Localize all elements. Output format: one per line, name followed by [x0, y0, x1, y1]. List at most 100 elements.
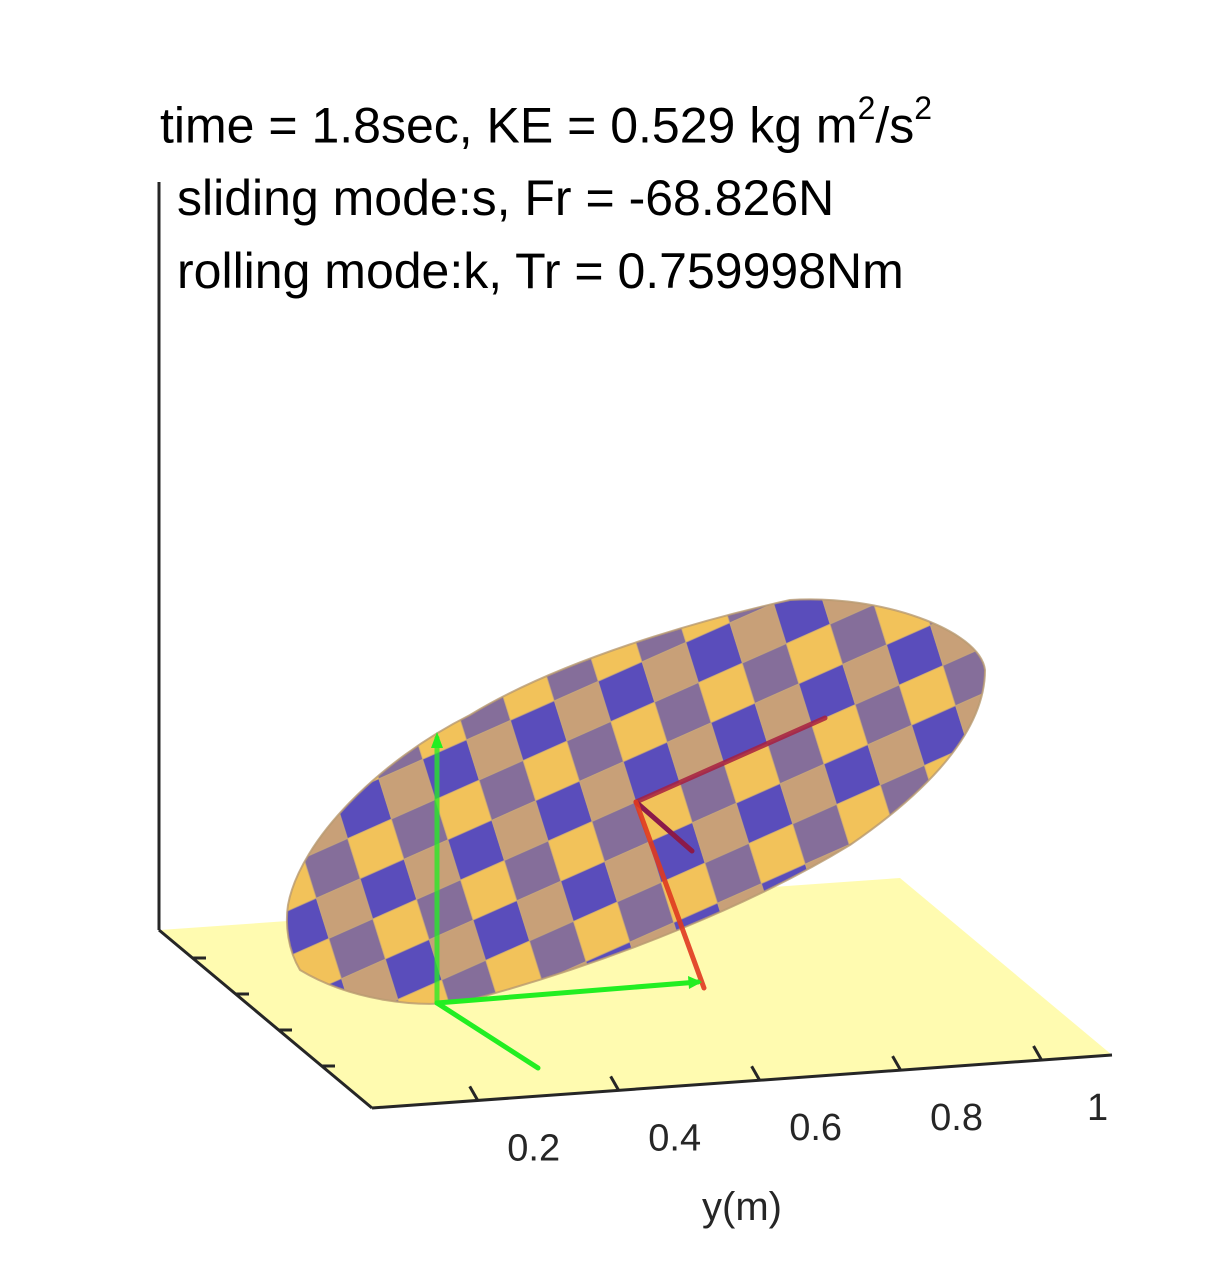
surface-patch — [1006, 527, 1062, 587]
surface-patch — [292, 1119, 348, 1179]
surface-patch — [279, 1079, 335, 1139]
title-line-1-unit: /s — [875, 97, 915, 154]
y-tick-mark — [609, 1075, 620, 1092]
surface-patch — [1112, 708, 1168, 768]
surface-patch — [178, 757, 234, 817]
surface-patch — [286, 717, 324, 779]
surface-patch — [849, 505, 905, 565]
surface-patch — [705, 523, 761, 583]
surface-patch — [1031, 607, 1087, 667]
surface-patch — [428, 599, 486, 661]
world-z-arrowhead — [431, 732, 443, 748]
surface-patch — [440, 639, 499, 701]
surface-patch — [968, 406, 1024, 466]
surface-patch — [1037, 467, 1093, 527]
surface-patch — [955, 366, 1011, 426]
surface-patch — [1150, 829, 1206, 889]
surface-patch — [1106, 848, 1162, 908]
surface-patch — [949, 506, 1005, 566]
surface-patch — [893, 485, 949, 545]
surface-patch — [1075, 588, 1131, 648]
surface-patch — [805, 524, 861, 584]
world-y-axis — [434, 979, 701, 1006]
surface-patch — [286, 677, 311, 739]
surface-patch — [160, 857, 216, 917]
surface-patch — [1087, 628, 1143, 688]
surface-patch — [604, 522, 660, 582]
surface-patch — [448, 1141, 504, 1201]
title-line-3: rolling mode:k, Tr = 0.759998Nm — [177, 243, 904, 299]
surface-patch — [472, 599, 530, 641]
surface-patch — [924, 426, 980, 486]
surface-patch — [993, 807, 1049, 867]
y-tick-label: 0.6 — [789, 1107, 842, 1149]
surface-patch — [286, 817, 305, 879]
surface-patch — [967, 725, 985, 787]
surface-patch — [1024, 427, 1080, 487]
surface-patch — [1138, 789, 1194, 849]
surface-patch — [353, 678, 411, 740]
surface-patch — [917, 599, 975, 627]
surface-patch — [392, 1120, 448, 1180]
surface-patch — [134, 776, 190, 836]
surface-patch — [191, 797, 247, 857]
surface-patch — [880, 445, 936, 505]
surface-patch — [999, 667, 1055, 727]
surface-patch — [348, 1140, 404, 1200]
surface-patch — [660, 599, 718, 603]
surface-patch — [210, 697, 266, 757]
surface-patch — [1081, 768, 1137, 828]
surface-patch — [1049, 507, 1105, 567]
surface-patch — [515, 599, 574, 622]
surface-patch — [1050, 828, 1106, 888]
world-y-arrowhead — [688, 976, 702, 989]
surface-patch — [210, 1018, 266, 1078]
surface-patch — [760, 599, 819, 605]
y-tick-mark — [750, 1065, 761, 1081]
surface-patch — [1012, 707, 1068, 767]
surface-patch — [559, 599, 618, 602]
x-axis-line — [158, 928, 373, 1110]
body-axis-long — [633, 715, 828, 805]
surface-patch — [122, 736, 178, 796]
surface-patch — [961, 865, 985, 927]
y-tick-label: 1 — [1087, 1087, 1108, 1129]
surface-patch — [1069, 728, 1125, 788]
body-axis-short — [633, 799, 695, 854]
surface-patch — [892, 804, 951, 867]
surface-patch — [1006, 847, 1062, 907]
surface-patch — [911, 385, 967, 445]
surface-patch — [528, 600, 587, 662]
x-axis-ticks — [193, 956, 335, 1068]
title-superscript-1: 2 — [857, 90, 876, 126]
surface-patch — [936, 785, 985, 847]
surface-patch — [692, 483, 748, 543]
surface-patch — [286, 776, 292, 839]
surface-patch — [273, 1219, 329, 1279]
surface-patch — [616, 599, 674, 623]
world-x-axis — [434, 1000, 541, 1071]
surface-patch — [868, 405, 924, 465]
surface-patch — [222, 737, 278, 797]
title-line-1-text: time = 1.8sec, KE = 0.529 kg m — [160, 97, 858, 154]
y-tick-mark — [1032, 1045, 1043, 1061]
y-axis-label: y(m) — [702, 1185, 782, 1229]
surface-patch — [296, 657, 355, 719]
surface-patch — [286, 757, 336, 819]
surface-patch — [980, 446, 1036, 506]
surface-patch — [987, 627, 1043, 687]
title-line-2: sliding mode:s, Fr = -68.826N — [177, 170, 835, 226]
surface-patch — [999, 346, 1055, 406]
surface-patch — [384, 618, 443, 680]
surface-patch — [309, 697, 367, 759]
surface-patch — [361, 1180, 417, 1240]
world-frame-axes — [431, 732, 702, 1071]
title-superscript-2: 2 — [914, 90, 933, 126]
surface-patch — [937, 466, 993, 526]
surface-patch — [1018, 567, 1074, 627]
surface-patch — [317, 1199, 373, 1259]
surface-patch — [436, 1101, 492, 1161]
surface-patch — [961, 599, 985, 607]
surface-patch — [484, 619, 543, 681]
